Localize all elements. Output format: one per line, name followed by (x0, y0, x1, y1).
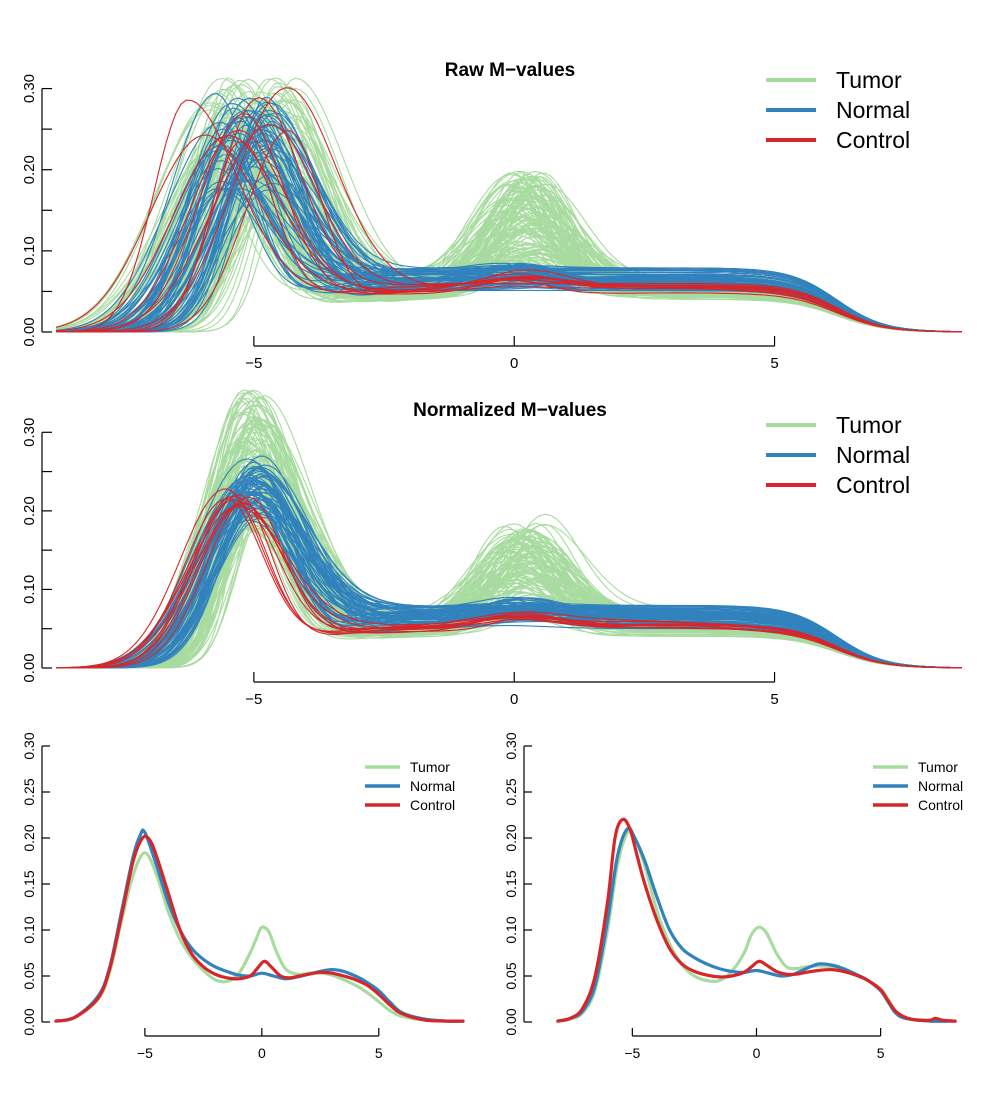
y-tick-label: 0.00 (21, 1008, 37, 1035)
legend-label-tumor: Tumor (836, 67, 902, 93)
curves (556, 817, 957, 1023)
curves (55, 389, 963, 669)
x-axis: −5 0 5 (137, 1028, 383, 1061)
density-curve-control (56, 130, 963, 333)
y-tick-label: 0.15 (21, 870, 37, 897)
legend-label-control: Control (836, 472, 910, 498)
density-curve-control (55, 99, 962, 333)
density-curve-control (56, 97, 963, 333)
density-curve-tumor (56, 86, 962, 333)
chart-title: Normalized M−values (413, 400, 607, 421)
y-tick-label: 0.05 (21, 962, 37, 989)
y-tick-label: 0.10 (503, 916, 519, 943)
panel-raw-m-values: 0.00 0.10 0.20 0.30 −5 0 5 Raw M−values Tumor Nor… (21, 60, 963, 372)
density-curve-normal (55, 187, 962, 333)
x-tick-label: 0 (753, 1045, 761, 1061)
y-tick-label: 0.15 (503, 870, 519, 897)
y-tick-label: 0.20 (21, 155, 38, 184)
x-tick-label: −5 (245, 355, 262, 372)
density-curve-normal (56, 102, 963, 333)
legend-label-control: Control (918, 797, 963, 813)
x-tick-label: 0 (510, 691, 518, 708)
y-tick-label: 0.25 (503, 778, 519, 805)
legend-label-normal: Normal (836, 97, 910, 123)
legend-label-tumor: Tumor (836, 412, 902, 438)
mean-density-control (54, 834, 465, 1023)
legend-label-tumor: Tumor (410, 759, 450, 775)
legend: Tumor Normal Control (873, 759, 963, 813)
density-curve-control (56, 123, 963, 333)
density-curve-control (55, 135, 963, 333)
y-tick-label: 0.10 (21, 236, 38, 265)
x-tick-label: 0 (510, 355, 518, 372)
density-curve-normal (56, 483, 963, 669)
density-curve-control (55, 498, 962, 669)
mean-density-control (556, 817, 957, 1023)
legend-label-normal: Normal (918, 778, 963, 794)
y-tick-label: 0.30 (21, 732, 37, 759)
y-tick-label: 0.05 (503, 962, 519, 989)
density-curve-tumor (56, 511, 962, 669)
panel-normalized-m-values: 0.00 0.10 0.20 0.30 −5 0 5 Normalized M−values T… (21, 389, 963, 708)
legend-label-tumor: Tumor (918, 759, 958, 775)
x-tick-label: 0 (258, 1045, 266, 1061)
mean-density-normal (54, 828, 465, 1023)
density-curve-normal (56, 506, 962, 669)
series-control (55, 87, 963, 333)
density-curve-control (56, 112, 963, 333)
x-tick-label: 5 (770, 355, 778, 372)
mean-density-normal (556, 826, 957, 1023)
y-tick-label: 0.00 (503, 1008, 519, 1035)
x-tick-label: 5 (877, 1045, 885, 1061)
y-tick-label: 0.10 (21, 575, 38, 604)
y-axis: 0.00 0.10 0.20 0.30 (21, 418, 52, 683)
y-tick-label: 0.30 (21, 74, 38, 103)
y-tick-label: 0.25 (21, 778, 37, 805)
y-tick-label: 0.30 (21, 418, 38, 447)
series-control (55, 488, 963, 669)
x-tick-label: −5 (624, 1045, 640, 1061)
density-curve-tumor (56, 513, 962, 669)
density-curve-normal (55, 109, 963, 333)
x-tick-label: 5 (770, 691, 778, 708)
y-axis: 0.00 0.05 0.10 0.15 0.20 0.25 0.30 (503, 732, 532, 1036)
x-tick-label: −5 (245, 691, 262, 708)
x-axis: −5 0 5 (624, 1028, 885, 1061)
y-tick-label: 0.30 (503, 732, 519, 759)
panel-mean-density-right: 0.00 0.05 0.10 0.15 0.20 0.25 0.30 −5 0 5 Tumor Nor… (503, 732, 963, 1061)
legend-label-control: Control (410, 797, 455, 813)
legend-label-control: Control (836, 127, 910, 153)
chart-title: Raw M−values (445, 60, 575, 81)
panel-mean-density-left: 0.00 0.05 0.10 0.15 0.20 0.25 0.30 −5 0 5 Tumor Nor… (21, 732, 465, 1061)
y-tick-label: 0.00 (21, 317, 38, 346)
density-curve-tumor (55, 127, 962, 333)
y-axis: 0.00 0.10 0.20 0.30 (21, 74, 52, 347)
y-tick-label: 0.00 (21, 653, 38, 682)
y-axis: 0.00 0.05 0.10 0.15 0.20 0.25 0.30 (21, 732, 50, 1036)
x-axis: −5 0 5 (245, 336, 779, 372)
legend-label-normal: Normal (410, 778, 455, 794)
legend-label-normal: Normal (836, 442, 910, 468)
y-tick-label: 0.10 (21, 916, 37, 943)
x-axis: −5 0 5 (245, 672, 779, 708)
y-tick-label: 0.20 (503, 824, 519, 851)
mean-density-tumor (54, 851, 465, 1023)
legend: Tumor Normal Control (766, 67, 910, 153)
density-curve-control (56, 505, 963, 669)
density-curve-normal (56, 487, 963, 669)
legend: Tumor Normal Control (766, 412, 910, 498)
y-tick-label: 0.20 (21, 824, 37, 851)
curves (54, 828, 465, 1023)
curves (55, 77, 963, 333)
y-tick-label: 0.20 (21, 496, 38, 525)
legend: Tumor Normal Control (365, 759, 455, 813)
x-tick-label: 5 (375, 1045, 383, 1061)
density-curve-normal (55, 121, 963, 333)
x-tick-label: −5 (137, 1045, 153, 1061)
